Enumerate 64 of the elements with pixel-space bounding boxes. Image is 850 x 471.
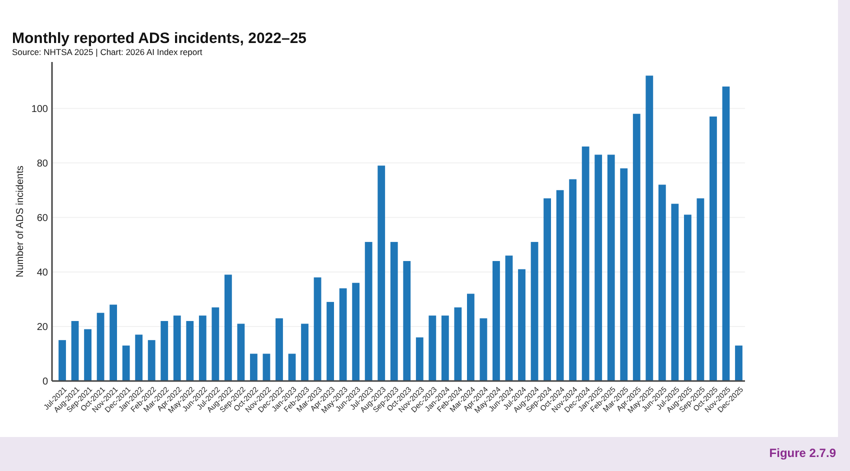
bar <box>518 269 526 381</box>
bar <box>122 346 130 381</box>
bar <box>148 340 156 381</box>
bar <box>160 321 168 381</box>
bar <box>403 261 411 381</box>
bar <box>671 204 679 381</box>
bar <box>339 288 347 381</box>
bar <box>492 261 500 381</box>
y-tick-label: 100 <box>31 104 48 115</box>
bar <box>276 318 283 381</box>
bar <box>428 316 436 381</box>
chart-title: Monthly reported ADS incidents, 2022–25 <box>12 30 307 47</box>
bar <box>237 324 245 381</box>
y-tick-label: 60 <box>36 212 48 224</box>
bar <box>467 294 474 381</box>
bar <box>594 154 602 381</box>
bar <box>173 316 181 381</box>
bar <box>696 198 704 381</box>
y-tick-label: 80 <box>36 158 48 170</box>
bar <box>620 168 628 381</box>
bar <box>710 116 717 381</box>
bar <box>364 242 372 381</box>
bar <box>735 346 742 381</box>
bar <box>71 321 79 381</box>
bar <box>224 274 232 381</box>
bar <box>250 354 258 381</box>
bar <box>569 179 577 381</box>
bar <box>262 354 270 381</box>
bar <box>84 329 92 381</box>
bar <box>607 154 615 381</box>
bar <box>658 184 666 381</box>
bar <box>454 307 462 381</box>
bar <box>505 256 513 381</box>
bar <box>416 337 424 381</box>
bar <box>722 86 730 381</box>
bar <box>530 242 538 381</box>
bar <box>480 318 488 381</box>
bar <box>301 324 308 381</box>
bar <box>96 312 104 381</box>
bar <box>314 277 322 381</box>
bar <box>288 354 296 381</box>
y-tick-label: 0 <box>42 376 48 388</box>
bar <box>544 198 551 381</box>
bar <box>582 146 590 381</box>
bar <box>378 166 386 381</box>
bar <box>326 302 334 381</box>
bar <box>632 114 640 381</box>
bar <box>556 190 564 381</box>
bar <box>352 282 360 381</box>
bar <box>646 76 654 381</box>
y-tick-label: 40 <box>36 267 48 278</box>
bar <box>58 340 66 381</box>
bar <box>684 214 692 381</box>
bar <box>135 334 143 381</box>
chart-subtitle: Source: NHTSA 2025 | Chart: 2026 AI Index report <box>12 47 203 57</box>
caption: Figure 2.7.9 <box>769 446 836 460</box>
y-axis-title: Number of ADS incidents <box>15 166 26 278</box>
bar <box>212 307 220 381</box>
y-tick-label: 20 <box>36 322 48 333</box>
bar <box>198 316 206 381</box>
bar <box>441 316 449 381</box>
bar <box>390 242 398 381</box>
bar <box>110 304 118 381</box>
bar <box>186 321 194 381</box>
